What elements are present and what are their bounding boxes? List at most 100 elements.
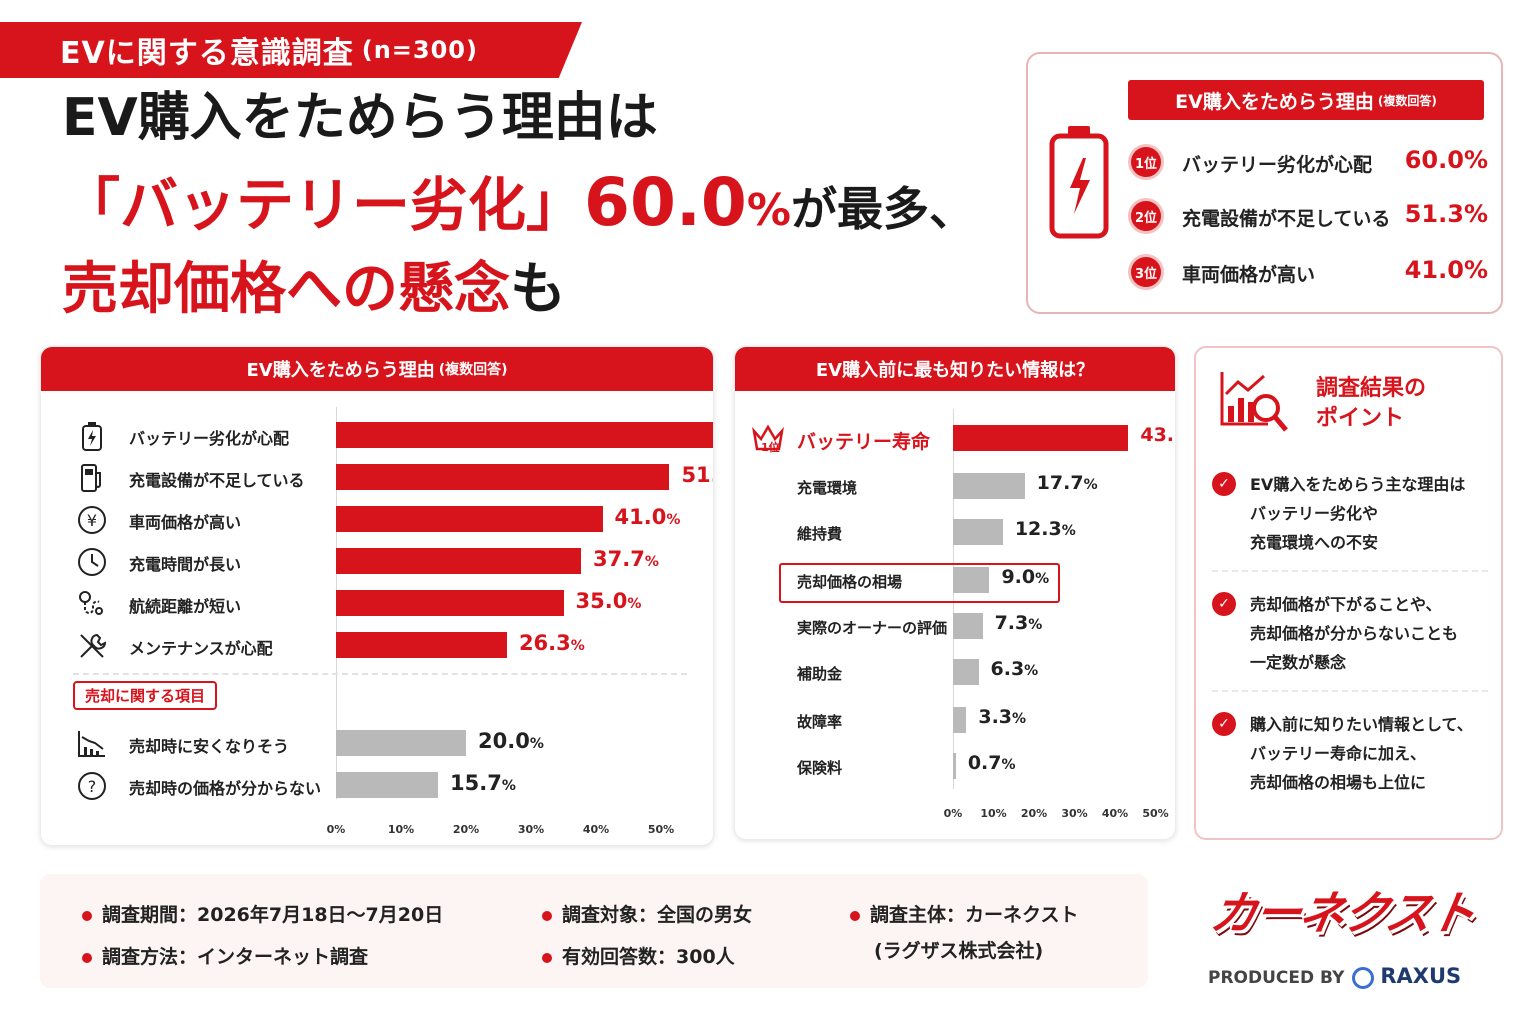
bullet-dot (542, 910, 552, 921)
bar (336, 506, 603, 532)
top-ranking-card: EV購入をためらう理由 (複数回答) 1位 バッテリー劣化が心配 60.0% 2位… (1026, 52, 1503, 314)
point-2-line-1: 売却価格が下がることや、 (1250, 595, 1442, 614)
point-divider (1212, 570, 1488, 572)
survey-organizer: 調査主体：カーネクスト (850, 900, 1078, 927)
bar (336, 548, 582, 574)
bar-label: バッテリー劣化が心配 (129, 429, 290, 448)
headline-line-1: EV購入をためらう理由は (62, 88, 658, 148)
bar-value-number: 37.7 (593, 547, 645, 571)
survey-responses-label: 有効回答数： (562, 946, 677, 968)
rank-value-1: 60.0% (1404, 146, 1488, 174)
survey-organizer-label: 調査主体： (870, 904, 966, 926)
bar-value-label: 37.7% (593, 547, 659, 571)
headline-line-2: 「バッテリー劣化」60.0%が最多、 (62, 170, 1022, 262)
point-text-1: EV購入をためらう主な理由は バッテリー劣化や 充電環境への不安 (1250, 470, 1490, 557)
bar-value-number: 35.0 (575, 589, 628, 613)
info-chart-title: EV購入前に最も知りたい情報は？ (735, 347, 1175, 391)
x-tick-label: 50% (1142, 807, 1169, 820)
ribbon-title: EVに関する意識調査 (60, 36, 354, 71)
bar (336, 464, 670, 490)
x-tick-label: 40% (1101, 807, 1129, 820)
rank-row-2: 2位 充電設備が不足している 51.3% (1128, 194, 1488, 234)
point-2-line-2: 売却価格が分からないことも (1250, 624, 1459, 643)
rank-label-3: 車両価格が高い (1182, 264, 1316, 286)
x-tick-label: 10% (980, 807, 1007, 820)
headline-percent: % (746, 185, 791, 236)
bullet-dot (850, 910, 860, 921)
bar-value-number: 3.3 (978, 706, 1013, 728)
produced-by-label: PRODUCED BY (1208, 968, 1345, 988)
check-icon: ✓ (1212, 472, 1236, 496)
bar (953, 425, 1129, 451)
survey-organizer-sub: (ラグザス株式会社) (874, 940, 1044, 962)
sale-group-tag: 売却に関する項目 (73, 681, 218, 710)
route-icon (77, 589, 107, 619)
clock-icon (77, 547, 107, 577)
bar-label: 実際のオーナーの評価 (797, 619, 948, 637)
bar-value-unit: % (1083, 477, 1098, 493)
headline: EV購入をためらう理由は 「バッテリー劣化」60.0%が最多、 売却価格への懸念… (62, 92, 1022, 318)
bar (953, 613, 983, 639)
bar-value-label: 7.3% (995, 612, 1043, 634)
bar-value-unit: % (570, 638, 585, 654)
bar-label: 補助金 (797, 665, 843, 683)
point-3-line-1: 購入前に知りたい情報として、 (1250, 715, 1473, 734)
survey-method-value: インターネット調査 (197, 946, 369, 968)
x-tick-label: 20% (452, 823, 480, 836)
top-ranking-title: EV購入をためらう理由 (複数回答) (1128, 80, 1484, 120)
bar-value-unit: % (1028, 617, 1043, 633)
survey-responses-value: 300人 (676, 946, 735, 968)
x-tick-label: 10% (387, 823, 415, 836)
rank-row-3: 3位 車両価格が高い 41.0% (1128, 250, 1488, 290)
bar-value-number: 0.7 (967, 752, 1002, 774)
table-row: ? 売却時の価格が分からない 15.7% (41, 765, 713, 805)
bar-label: 売却時の価格が分からない (129, 779, 322, 798)
bar-value-unit: % (644, 554, 659, 570)
bar-label: 充電環境 (797, 479, 858, 497)
rank-badge-2: 2位 (1128, 198, 1164, 234)
survey-method-label: 調査方法： (102, 946, 198, 968)
x-tick-label: 30% (517, 823, 545, 836)
point-1-line-2: バッテリー劣化や (1250, 504, 1379, 523)
bar (336, 772, 439, 798)
rank-badge-3: 3位 (1128, 254, 1164, 290)
rank-badge-1: 1位 (1128, 144, 1164, 180)
check-icon: ✓ (1212, 592, 1236, 616)
x-tick-label: 0% (943, 807, 963, 820)
bar-value-number: 17.7 (1036, 472, 1084, 494)
bar-label: 保険料 (797, 759, 843, 777)
headline-concern: 売却価格への懸念 (62, 257, 510, 322)
point-3-line-3: 売却価格の相場も上位に (1250, 773, 1427, 792)
bar (336, 590, 564, 616)
bullet-dot (82, 952, 92, 963)
survey-target-value: 全国の男女 (657, 904, 753, 926)
bar-label: 充電時間が長い (129, 555, 242, 574)
svg-text:?: ? (88, 777, 97, 796)
bar (953, 659, 979, 685)
bar-value-label: 9.0% (1001, 566, 1049, 588)
survey-method: 調査方法：インターネット調査 (82, 942, 368, 969)
group-divider (73, 673, 687, 675)
highlight-box-resale (779, 563, 1060, 603)
rank-badge-top: 1位 (761, 441, 780, 454)
analysis-chart-icon (1220, 372, 1288, 432)
question-icon: ? (77, 771, 107, 801)
bar-value-label: 43.3% (1140, 424, 1175, 446)
survey-ribbon: EVに関する意識調査 (n=300) (0, 22, 582, 78)
bar-value-unit: % (1001, 757, 1016, 773)
survey-target-label: 調査対象： (562, 904, 658, 926)
rank-label-1: バッテリー劣化が心配 (1182, 154, 1373, 176)
bar-value-label: 12.3% (1015, 518, 1076, 540)
bar-value-unit: % (529, 736, 544, 752)
bar-value-label: 26.3% (519, 631, 585, 655)
bar-value-number: 15.7 (450, 771, 502, 795)
bar-value-number: 12.3 (1014, 518, 1062, 540)
point-1-line-3: 充電環境への不安 (1250, 533, 1379, 552)
rank-value-2: 51.3% (1404, 200, 1488, 228)
bar-label: 維持費 (797, 525, 843, 543)
crown-icon (751, 421, 785, 455)
x-tick-label: 40% (582, 823, 610, 836)
headline-also: も (510, 257, 566, 322)
survey-info-footer: 調査期間：2026年7月18日〜7月20日 調査方法：インターネット調査 調査対… (40, 874, 1148, 988)
